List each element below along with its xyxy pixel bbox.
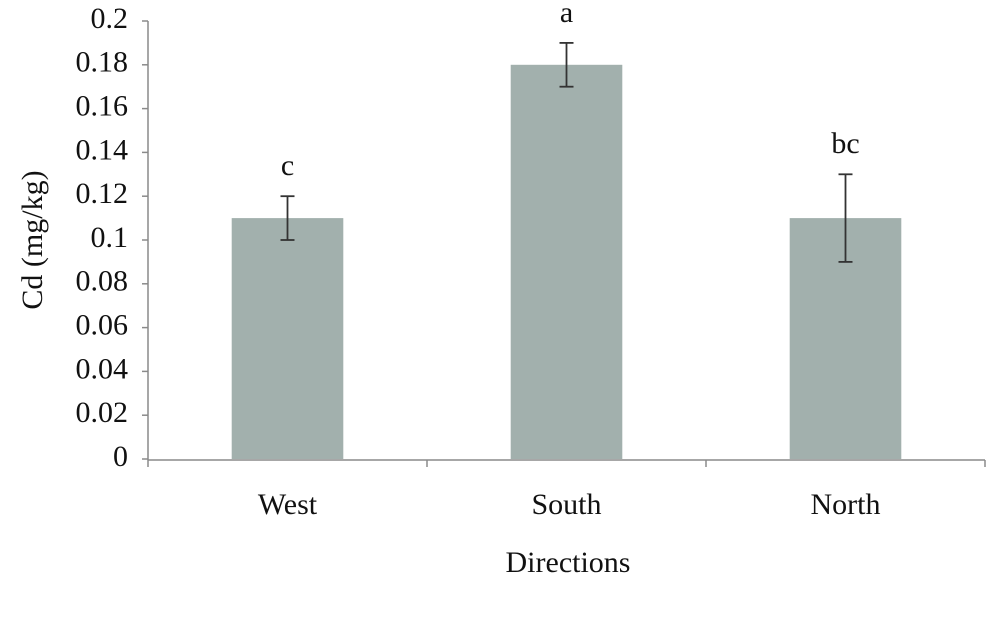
y-tick-label: 0.06	[76, 308, 129, 341]
bar	[510, 64, 623, 460]
error-bar	[838, 173, 853, 263]
bar	[231, 218, 344, 459]
y-tick-label: 0.18	[76, 46, 129, 79]
y-tick-label: 0.08	[76, 265, 129, 298]
y-tick-label: 0.02	[76, 396, 129, 429]
x-tick-label: South	[531, 488, 601, 521]
x-tick-label: West	[258, 488, 318, 521]
error-bar	[559, 42, 574, 88]
group-label: a	[560, 0, 573, 29]
y-tick-label: 0.14	[76, 133, 129, 166]
y-tick-label: 0.04	[76, 352, 129, 385]
y-tick-label: 0.12	[76, 177, 129, 210]
error-bar	[280, 195, 295, 241]
group-label: bc	[831, 127, 859, 160]
y-tick-label: 0.16	[76, 89, 129, 122]
y-tick-label: 0.1	[91, 221, 129, 254]
y-axis-label: Cd (mg/kg)	[16, 170, 49, 309]
x-tick-label: North	[811, 488, 881, 521]
y-tick-label: 0.2	[91, 2, 129, 35]
y-tick-label: 0	[113, 440, 128, 473]
x-axis-label: Directions	[506, 546, 631, 579]
group-label: c	[281, 149, 294, 182]
